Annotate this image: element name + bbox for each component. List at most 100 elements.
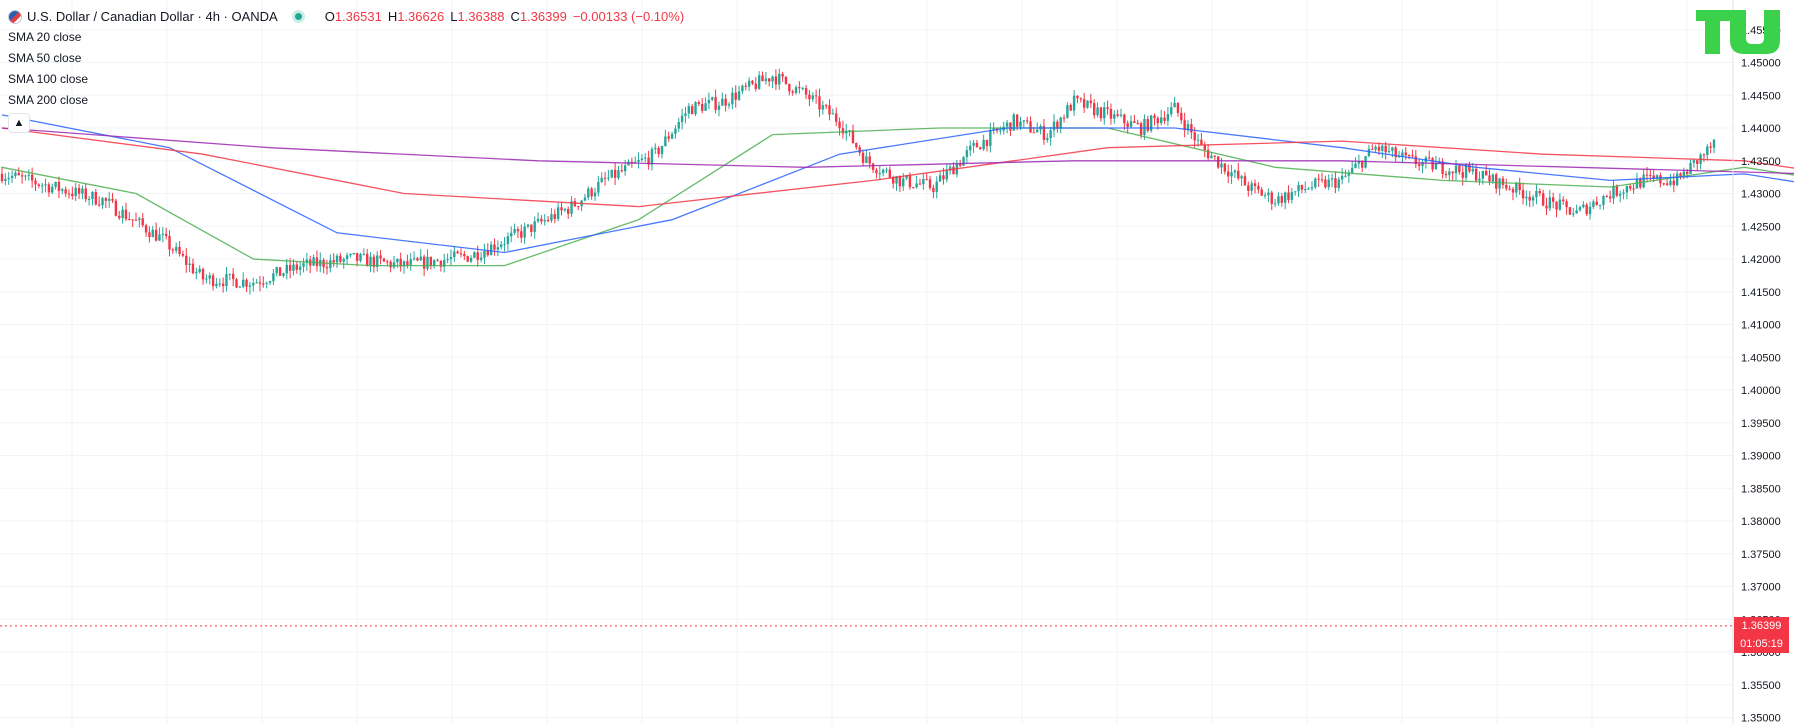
candle-body [41, 185, 44, 187]
candle-body [540, 218, 543, 222]
candle-body [419, 256, 422, 261]
candle-body [1240, 176, 1243, 179]
candle-body [24, 175, 27, 177]
candle-body [235, 279, 238, 288]
candle-body [87, 198, 91, 200]
candle-body [560, 207, 563, 211]
candle-body [1257, 185, 1260, 190]
candle-body [335, 255, 339, 263]
indicator-sma20[interactable]: SMA 20 close [8, 30, 82, 44]
candle-body [791, 91, 794, 93]
y-tick-label: 1.35500 [1741, 680, 1781, 692]
candle-body [533, 221, 536, 232]
candle-body [262, 283, 265, 285]
candle-body [1183, 120, 1186, 131]
candle-body [1407, 155, 1411, 157]
candle-body [1173, 102, 1176, 108]
candle-body [865, 156, 868, 163]
candle-body [1099, 107, 1103, 119]
candle-body [587, 188, 590, 198]
candle-body [804, 88, 808, 95]
candle-body [1505, 184, 1508, 189]
candle-body [1709, 146, 1712, 148]
candle-body [841, 128, 845, 134]
candle-body [570, 201, 573, 214]
y-tick-label: 1.38000 [1741, 516, 1781, 528]
candle-body [1361, 161, 1364, 168]
candle-body [1290, 192, 1294, 200]
candle-body [198, 268, 201, 273]
market-status-icon[interactable] [291, 10, 305, 23]
candle-body [141, 218, 144, 226]
candle-body [898, 176, 902, 187]
chevron-up-icon[interactable]: ▲ [8, 113, 30, 133]
candle-body [794, 87, 798, 93]
candle-body [918, 183, 922, 185]
candle-body [1193, 132, 1196, 141]
candle-body [1012, 114, 1015, 131]
candle-body [1538, 191, 1541, 194]
candle-body [1501, 178, 1505, 185]
candle-body [942, 175, 945, 180]
candle-body [905, 175, 908, 179]
candle-body [684, 113, 687, 116]
candle-body [1096, 107, 1099, 116]
candle-body [630, 161, 634, 164]
candle-body [1662, 183, 1665, 185]
candle-body [469, 257, 473, 262]
candle-body [952, 166, 955, 175]
y-tick-label: 1.42000 [1741, 254, 1781, 266]
candle-body [37, 184, 41, 186]
candle-body [1046, 138, 1049, 140]
candle-body [734, 92, 737, 100]
candle-body [938, 175, 942, 182]
candle-body [1283, 192, 1287, 203]
candle-body [1344, 175, 1347, 177]
candle-body [389, 261, 392, 268]
candle-body [1602, 196, 1605, 205]
low-label: L [450, 9, 458, 24]
candle-body [1558, 199, 1562, 210]
candle-body [185, 255, 188, 265]
candle-body [1267, 192, 1270, 196]
candle-body [1029, 121, 1032, 133]
indicator-sma50[interactable]: SMA 50 close [8, 51, 82, 65]
candle-body [386, 261, 389, 263]
candle-body [1160, 117, 1163, 124]
candle-body [1474, 168, 1478, 181]
candle-body [312, 257, 315, 266]
candle-body [255, 282, 258, 284]
candle-body [131, 219, 134, 221]
candle-body [801, 88, 804, 90]
candle-body [1076, 95, 1079, 99]
candle-body [979, 147, 982, 150]
candle-body [640, 158, 644, 160]
candle-body [489, 244, 493, 256]
candle-body [208, 275, 211, 279]
candle-body [1297, 184, 1300, 192]
candle-body [265, 283, 268, 285]
candle-body [1237, 170, 1240, 179]
y-tick-label: 1.37000 [1741, 582, 1781, 594]
candle-body [1692, 160, 1696, 163]
candle-body [1605, 196, 1608, 198]
candle-body [1545, 205, 1548, 209]
candle-body [432, 260, 436, 266]
candle-body [1525, 196, 1528, 199]
candle-body [1712, 139, 1716, 148]
symbol-row: U.S. Dollar / Canadian Dollar · 4h · OAN… [8, 6, 684, 27]
symbol-title[interactable]: U.S. Dollar / Canadian Dollar · 4h · OAN… [27, 9, 278, 24]
y-tick-label: 1.41500 [1741, 287, 1781, 299]
candle-body [985, 139, 989, 147]
indicator-sma200[interactable]: SMA 200 close [8, 93, 89, 107]
candle-body [1253, 183, 1257, 186]
candle-body [1608, 196, 1612, 199]
candle-body [44, 184, 47, 186]
candle-body [701, 103, 704, 111]
candle-body [855, 143, 858, 148]
candle-body [530, 224, 533, 232]
indicator-sma100[interactable]: SMA 100 close [8, 72, 89, 86]
candle-body [476, 252, 479, 260]
sma200-line [1, 127, 1794, 175]
